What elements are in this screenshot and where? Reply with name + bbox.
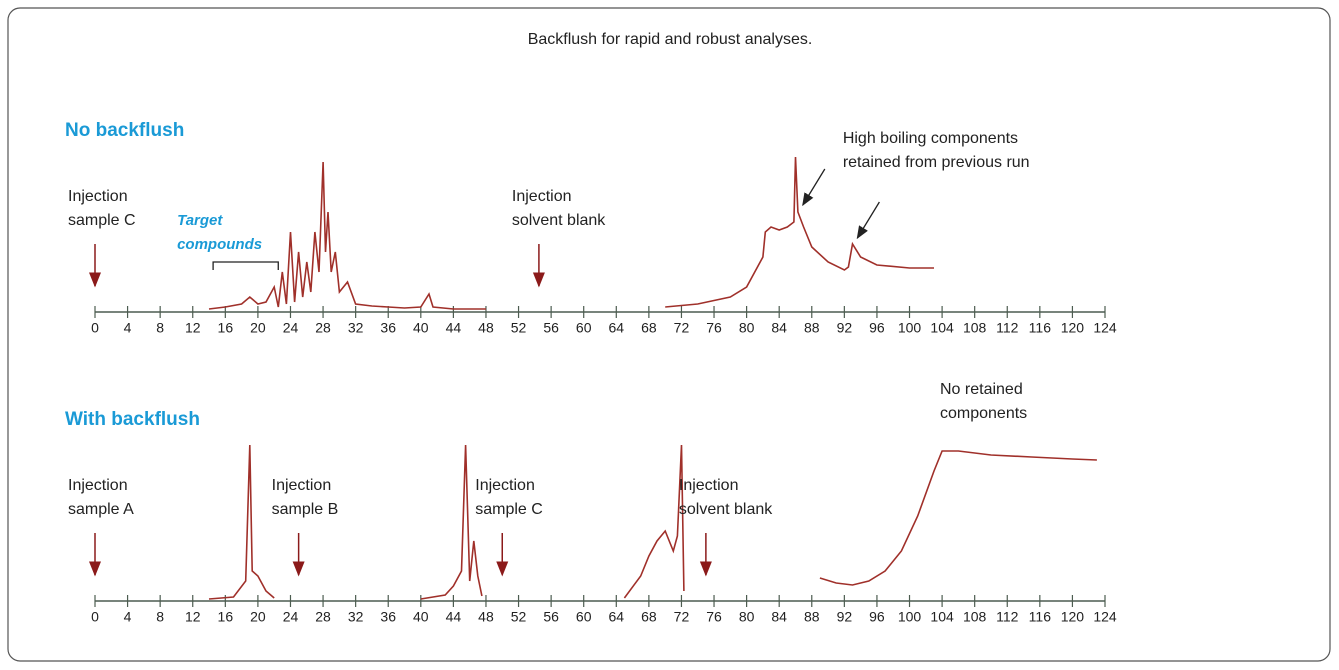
x-tick-label: 100	[898, 320, 922, 336]
x-tick-label: 100	[898, 609, 922, 625]
x-tick-label: 112	[996, 320, 1019, 336]
annotation-text: Injection	[68, 188, 128, 205]
x-tick-label: 88	[804, 609, 820, 625]
x-tick-label: 120	[1061, 320, 1085, 336]
x-tick-label: 24	[283, 609, 299, 625]
x-tick-label: 8	[156, 320, 164, 336]
x-tick-label: 108	[963, 609, 987, 625]
section-label: No backflush	[65, 120, 184, 141]
annotation-text: Injection	[68, 477, 128, 494]
annotation-text: sample C	[475, 501, 543, 518]
x-tick-label: 120	[1061, 609, 1085, 625]
x-tick-label: 36	[380, 609, 396, 625]
annotation-text: Injection	[272, 477, 332, 494]
x-tick-label: 44	[446, 320, 462, 336]
x-tick-label: 60	[576, 320, 592, 336]
x-tick-label: 124	[1093, 609, 1117, 625]
x-tick-label: 64	[609, 609, 625, 625]
annotation-text: retained from previous run	[843, 154, 1030, 171]
x-tick-label: 72	[674, 320, 690, 336]
x-tick-label: 32	[348, 320, 364, 336]
x-tick-label: 56	[543, 320, 559, 336]
frame	[7, 7, 1331, 662]
x-tick-label: 16	[218, 320, 234, 336]
x-tick-label: 84	[771, 609, 787, 625]
annotation-text: sample A	[68, 501, 134, 518]
x-tick-label: 56	[543, 609, 559, 625]
annotation-text: High boiling components	[843, 130, 1018, 147]
x-tick-label: 92	[837, 609, 853, 625]
x-tick-label: 80	[739, 609, 755, 625]
annotation-text: compounds	[177, 236, 262, 253]
annotation-text: No retained	[940, 381, 1023, 398]
annotation-text: Target	[177, 212, 223, 229]
x-tick-label: 16	[218, 609, 234, 625]
x-tick-label: 72	[674, 609, 690, 625]
x-tick-label: 116	[1029, 609, 1052, 625]
x-tick-label: 28	[315, 320, 331, 336]
x-tick-label: 20	[250, 320, 266, 336]
x-tick-label: 52	[511, 320, 527, 336]
callout-arrow	[802, 168, 826, 207]
x-tick-label: 48	[478, 320, 494, 336]
x-tick-label: 40	[413, 320, 429, 336]
x-tick-label: 0	[91, 609, 99, 625]
x-tick-label: 108	[963, 320, 987, 336]
section-label: With backflush	[65, 409, 200, 430]
x-tick-label: 84	[771, 320, 787, 336]
annotation-text: components	[940, 405, 1027, 422]
x-tick-label: 44	[446, 609, 462, 625]
x-tick-label: 48	[478, 609, 494, 625]
x-tick-label: 8	[156, 609, 164, 625]
bracket	[212, 261, 279, 270]
x-tick-label: 112	[996, 609, 1019, 625]
x-tick-label: 96	[869, 609, 885, 625]
annotation-text: Injection	[679, 477, 739, 494]
annotation-text: Injection	[512, 188, 572, 205]
x-tick-label: 12	[185, 609, 201, 625]
x-tick-label: 96	[869, 320, 885, 336]
x-tick-label: 124	[1093, 320, 1117, 336]
annotation-text: solvent blank	[679, 501, 773, 518]
callout-arrow	[856, 201, 880, 240]
x-tick-label: 64	[609, 320, 625, 336]
x-tick-label: 4	[124, 609, 132, 625]
trace	[208, 444, 1097, 600]
x-tick-label: 68	[641, 609, 657, 625]
x-tick-label: 32	[348, 609, 364, 625]
x-tick-label: 80	[739, 320, 755, 336]
x-tick-label: 24	[283, 320, 299, 336]
x-tick-label: 60	[576, 609, 592, 625]
x-tick-label: 36	[380, 320, 396, 336]
x-tick-label: 0	[91, 320, 99, 336]
annotation-text: Injection	[475, 477, 535, 494]
figure-title: Backflush for rapid and robust analyses.	[528, 31, 813, 48]
x-tick-label: 20	[250, 609, 266, 625]
x-tick-label: 92	[837, 320, 853, 336]
annotation-text: solvent blank	[512, 212, 606, 229]
x-tick-label: 68	[641, 320, 657, 336]
annotation-text: sample C	[68, 212, 136, 229]
x-tick-label: 76	[706, 320, 722, 336]
x-tick-label: 104	[930, 320, 954, 336]
x-tick-label: 40	[413, 609, 429, 625]
x-tick-label: 52	[511, 609, 527, 625]
annotation-text: sample B	[272, 501, 339, 518]
x-tick-label: 104	[930, 609, 954, 625]
x-tick-label: 88	[804, 320, 820, 336]
x-tick-label: 4	[124, 320, 132, 336]
x-tick-label: 28	[315, 609, 331, 625]
x-tick-label: 116	[1029, 320, 1052, 336]
trace	[208, 156, 934, 310]
x-tick-label: 76	[706, 609, 722, 625]
x-tick-label: 12	[185, 320, 201, 336]
